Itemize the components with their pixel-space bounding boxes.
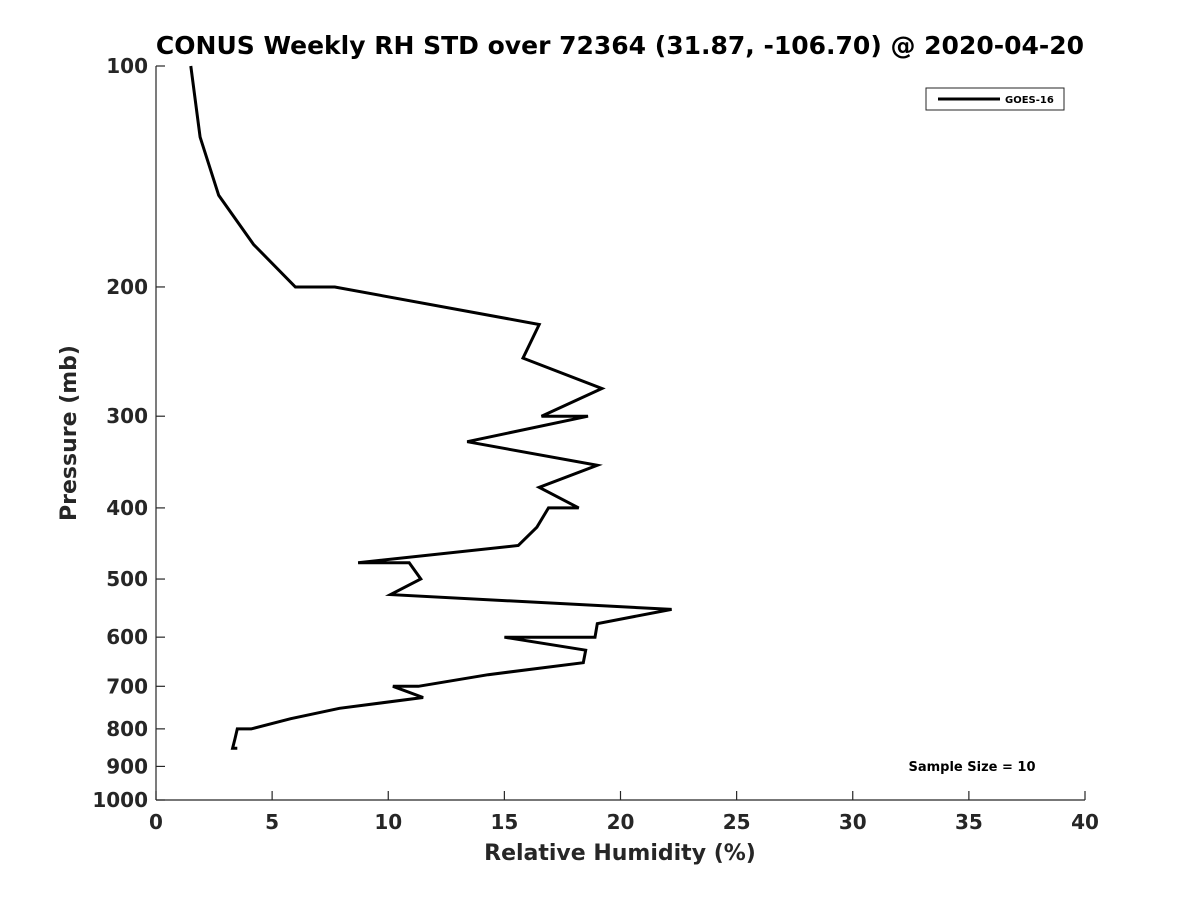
- chart-title: CONUS Weekly RH STD over 72364 (31.87, -…: [156, 31, 1084, 60]
- x-tick-label: 20: [607, 810, 635, 834]
- sample-size-annotation: Sample Size = 10: [908, 760, 1035, 775]
- x-tick-label: 15: [490, 810, 518, 834]
- legend-label-goes-16: GOES-16: [1005, 95, 1054, 106]
- y-tick-label: 800: [106, 717, 148, 741]
- series-line-goes-16: [189, 65, 672, 750]
- x-tick-label: 0: [149, 810, 163, 834]
- x-tick-label: 25: [723, 810, 751, 834]
- y-tick-label: 200: [106, 275, 148, 299]
- y-tick-label: 900: [106, 754, 148, 778]
- y-axis-ticks: 100 200 300 400 500 600 700 800 900 1000: [92, 54, 165, 812]
- x-tick-label: 5: [265, 810, 279, 834]
- series-group: [189, 65, 672, 750]
- y-tick-label: 500: [106, 567, 148, 591]
- x-tick-label: 30: [839, 810, 867, 834]
- x-axis-ticks: 0 5 10 15 20 25 30 35 40: [149, 791, 1099, 834]
- x-tick-label: 35: [955, 810, 983, 834]
- y-tick-label: 700: [106, 674, 148, 698]
- y-tick-label: 600: [106, 625, 148, 649]
- y-tick-label: 400: [106, 496, 148, 520]
- y-axis-label: Pressure (mb): [57, 345, 82, 521]
- x-tick-label: 40: [1071, 810, 1099, 834]
- x-axis-label: Relative Humidity (%): [484, 841, 756, 866]
- legend: GOES-16: [925, 87, 1065, 111]
- x-tick-label: 10: [374, 810, 402, 834]
- y-tick-label: 100: [106, 54, 148, 78]
- y-tick-label: 1000: [92, 788, 148, 812]
- y-tick-label: 300: [106, 404, 148, 428]
